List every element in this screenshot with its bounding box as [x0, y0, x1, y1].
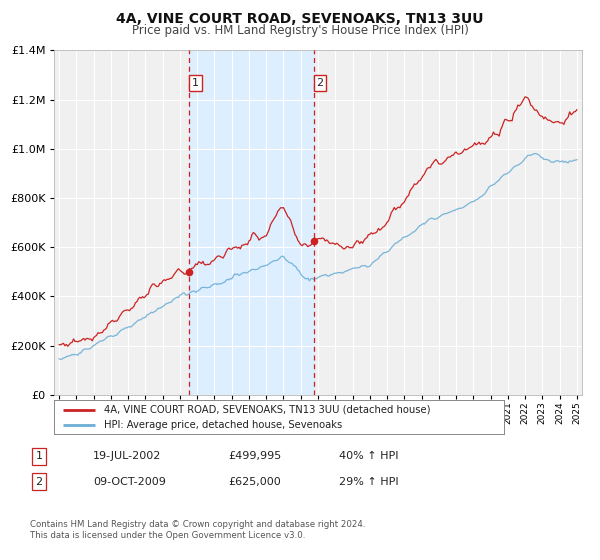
Text: 19-JUL-2002: 19-JUL-2002 — [93, 451, 161, 461]
Text: 29% ↑ HPI: 29% ↑ HPI — [339, 477, 398, 487]
Text: 2: 2 — [35, 477, 43, 487]
Text: 4A, VINE COURT ROAD, SEVENOAKS, TN13 3UU (detached house): 4A, VINE COURT ROAD, SEVENOAKS, TN13 3UU… — [104, 405, 430, 415]
Text: This data is licensed under the Open Government Licence v3.0.: This data is licensed under the Open Gov… — [30, 531, 305, 540]
Text: HPI: Average price, detached house, Sevenoaks: HPI: Average price, detached house, Seve… — [104, 420, 342, 430]
Text: 2: 2 — [317, 78, 323, 88]
Text: 4A, VINE COURT ROAD, SEVENOAKS, TN13 3UU: 4A, VINE COURT ROAD, SEVENOAKS, TN13 3UU — [116, 12, 484, 26]
Text: Price paid vs. HM Land Registry's House Price Index (HPI): Price paid vs. HM Land Registry's House … — [131, 24, 469, 37]
Text: £499,995: £499,995 — [228, 451, 281, 461]
Text: 09-OCT-2009: 09-OCT-2009 — [93, 477, 166, 487]
Text: £625,000: £625,000 — [228, 477, 281, 487]
Bar — [189, 50, 314, 395]
Text: 40% ↑ HPI: 40% ↑ HPI — [339, 451, 398, 461]
Text: 1: 1 — [192, 78, 199, 88]
Text: 1: 1 — [35, 451, 43, 461]
Text: Contains HM Land Registry data © Crown copyright and database right 2024.: Contains HM Land Registry data © Crown c… — [30, 520, 365, 529]
